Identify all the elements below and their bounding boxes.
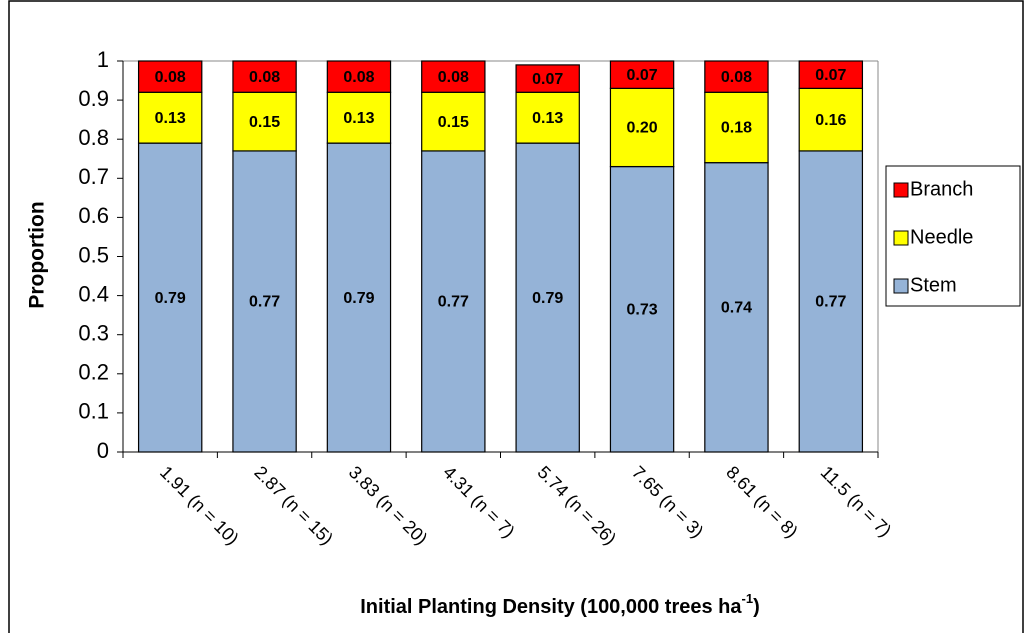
- value-label: 0.20: [626, 120, 657, 137]
- y-tick-label: 0.6: [78, 203, 109, 228]
- bar-segment: [421, 91, 486, 152]
- x-axis-title-end: ): [753, 596, 760, 618]
- legend-swatch: [893, 182, 909, 198]
- bar-segment: [609, 87, 675, 168]
- bar-segment: [137, 91, 203, 144]
- legend-label: Needle: [910, 226, 973, 248]
- value-label: 0.07: [532, 71, 563, 88]
- legend-swatch: [893, 278, 909, 294]
- legend-label: Stem: [910, 274, 957, 296]
- value-label: 0.08: [721, 69, 752, 86]
- legend-swatch: [893, 230, 909, 246]
- bar-segment: [515, 91, 580, 144]
- bar-segment: [704, 162, 769, 453]
- bar-segment: [609, 60, 675, 89]
- bar-segment: [798, 150, 864, 453]
- bar-segment: [421, 60, 486, 93]
- x-axis-title-sup: -1: [742, 591, 754, 606]
- bar-segment: [137, 142, 203, 453]
- y-tick-label: 0: [97, 438, 109, 463]
- bar-segment: [232, 60, 297, 93]
- bar-segment: [326, 142, 392, 453]
- value-label: 0.79: [343, 290, 374, 307]
- value-label: 0.73: [626, 302, 657, 319]
- x-axis-title-main: Initial Planting Density (100,000 trees …: [360, 596, 742, 618]
- bar-segment: [326, 60, 392, 93]
- bar-segment: [232, 150, 297, 453]
- value-label: 0.79: [532, 290, 563, 307]
- y-tick-label: 0.4: [78, 281, 109, 306]
- value-label: 0.08: [343, 69, 374, 86]
- y-tick-label: 0.8: [78, 125, 109, 150]
- value-label: 0.08: [438, 69, 469, 86]
- value-label: 0.13: [343, 110, 374, 127]
- bar-segment: [326, 91, 392, 144]
- bar-segment: [704, 60, 769, 93]
- value-label: 0.18: [721, 120, 752, 137]
- value-label: 0.07: [815, 67, 846, 84]
- value-label: 0.74: [721, 300, 752, 317]
- value-label: 0.07: [626, 67, 657, 84]
- bar-segment: [137, 60, 203, 93]
- bar-segment: [515, 64, 580, 93]
- y-tick-label: 1: [97, 47, 109, 72]
- value-label: 0.08: [249, 69, 280, 86]
- value-label: 0.77: [249, 294, 280, 311]
- y-tick-label: 0.9: [78, 86, 109, 111]
- y-tick-label: 0.7: [78, 164, 109, 189]
- value-label: 0.13: [155, 110, 186, 127]
- y-axis-title: Proportion: [26, 201, 49, 308]
- value-label: 0.15: [438, 114, 469, 131]
- y-tick-label: 0.2: [78, 360, 109, 385]
- value-label: 0.77: [815, 294, 846, 311]
- value-label: 0.13: [532, 110, 563, 127]
- value-label: 0.16: [815, 112, 846, 129]
- value-label: 0.08: [155, 69, 186, 86]
- value-label: 0.79: [155, 290, 186, 307]
- bar-segment: [232, 91, 297, 152]
- legend-label: Branch: [910, 178, 973, 200]
- x-axis-title: Initial Planting Density (100,000 trees …: [360, 591, 759, 618]
- value-label: 0.15: [249, 114, 280, 131]
- bar-segment: [421, 150, 486, 453]
- value-label: 0.77: [438, 294, 469, 311]
- y-tick-label: 0.1: [78, 399, 109, 424]
- y-tick-label: 0.5: [78, 242, 109, 267]
- bar-segment: [515, 142, 580, 453]
- bar-segment: [798, 60, 864, 89]
- bar-segment: [609, 165, 675, 453]
- y-tick-label: 0.3: [78, 321, 109, 346]
